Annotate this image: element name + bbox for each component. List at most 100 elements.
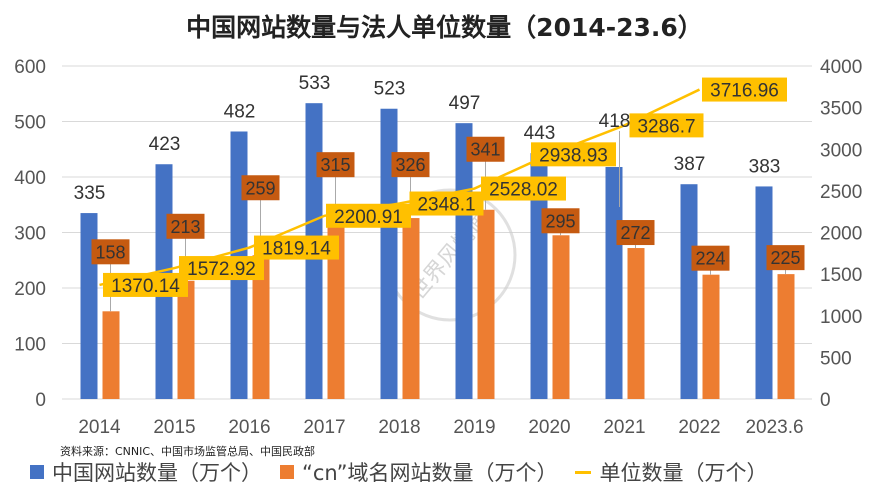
right-tick-label: 1000 (820, 307, 862, 328)
right-tick-label: 2500 (820, 182, 862, 203)
bar-websites (755, 186, 773, 399)
label-cn: 295 (545, 211, 575, 231)
label-bg (616, 220, 655, 246)
label-bg (91, 239, 130, 265)
right-tick-label: 500 (820, 348, 852, 369)
label-bg (326, 203, 411, 228)
label-websites: 383 (749, 156, 781, 177)
left-tick-label: 0 (35, 390, 46, 411)
label-units: 2938.93 (539, 145, 608, 166)
label-cn: 213 (170, 217, 200, 237)
x-tick-label: 2019 (453, 417, 495, 438)
x-tick-label: 2020 (528, 417, 570, 438)
label-cn: 326 (395, 155, 425, 175)
label-bg (166, 213, 205, 239)
legend-label: 中国网站数量（万个） (52, 461, 262, 485)
x-tick-label: 2017 (303, 417, 345, 438)
right-tick-label: 3000 (820, 140, 862, 161)
bar-cn (702, 274, 720, 399)
label-units: 2528.02 (489, 180, 558, 201)
label-websites: 482 (224, 101, 256, 122)
legend-swatch (30, 465, 44, 479)
label-bg (691, 245, 730, 271)
right-tick-label: 4000 (820, 57, 862, 78)
label-bg (241, 175, 280, 201)
bar-cn (102, 311, 120, 399)
bar-cn (177, 280, 195, 399)
legend-item-websites: 中国网站数量（万个） (30, 457, 262, 487)
label-cn: 225 (770, 248, 800, 268)
legend-item-units: 单位数量（万个） (575, 457, 767, 487)
bar-cn (477, 209, 495, 399)
label-bg (481, 176, 566, 201)
label-bg (531, 142, 616, 167)
label-bg (702, 77, 787, 102)
x-tick-label: 2016 (228, 417, 270, 438)
right-tick-label: 1500 (820, 265, 862, 286)
x-tick-label: 2022 (678, 417, 720, 438)
left-tick-label: 400 (14, 168, 46, 189)
label-units: 3716.96 (710, 81, 779, 102)
label-websites: 497 (449, 93, 481, 114)
label-bg (766, 245, 805, 271)
label-bg (316, 152, 355, 178)
bar-websites (380, 108, 398, 400)
label-bg (103, 272, 188, 297)
legend-label: “cn”域名网站数量（万个） (302, 461, 558, 485)
left-tick-label: 100 (14, 335, 46, 356)
bar-cn (627, 248, 645, 399)
label-websites: 523 (374, 79, 406, 100)
label-units: 3286.7 (637, 116, 695, 137)
label-units: 1370.14 (111, 276, 180, 297)
label-bg (179, 256, 264, 281)
label-cn: 341 (470, 140, 500, 160)
left-tick-label: 300 (14, 224, 46, 245)
label-units: 2348.1 (417, 195, 475, 216)
bar-cn (252, 255, 270, 399)
label-cn: 158 (95, 242, 125, 262)
bar-cn (552, 235, 570, 399)
label-cn: 315 (320, 155, 350, 175)
label-websites: 443 (524, 123, 556, 144)
chart-title: 中国网站数量与法人单位数量（2014-23.6） (186, 13, 703, 42)
label-bg (466, 136, 505, 162)
label-websites: 533 (299, 73, 331, 94)
label-websites: 335 (74, 183, 106, 204)
x-tick-label: 2023.6 (745, 417, 803, 438)
left-tick-label: 600 (14, 57, 46, 78)
x-tick-label: 2021 (603, 417, 645, 438)
bar-cn (777, 274, 795, 399)
label-cn: 259 (245, 178, 275, 198)
label-bg (409, 191, 484, 216)
left-tick-label: 500 (14, 113, 46, 134)
legend-label: 单位数量（万个） (599, 461, 768, 485)
legend: 中国网站数量（万个） “cn”域名网站数量（万个） 单位数量（万个） (30, 457, 767, 487)
bar-cn (402, 218, 420, 399)
source-note: 资料来源：CNNIC、中国市场监管总局、中国民政部 (60, 445, 316, 458)
label-cn: 224 (695, 249, 725, 269)
label-websites: 387 (674, 154, 706, 175)
label-bg (541, 208, 580, 234)
label-units: 1819.14 (262, 239, 331, 260)
right-tick-label: 3500 (820, 99, 862, 120)
bar-cn (327, 224, 345, 399)
label-bg (629, 113, 704, 138)
x-tick-label: 2018 (378, 417, 420, 438)
label-units: 1572.92 (187, 259, 256, 280)
legend-swatch (575, 470, 592, 474)
right-tick-label: 0 (820, 390, 831, 411)
bar-websites (680, 184, 698, 399)
label-bg (254, 235, 339, 260)
right-tick-label: 2000 (820, 224, 862, 245)
legend-swatch (280, 465, 294, 479)
label-bg (391, 152, 430, 178)
legend-item-cn: “cn”域名网站数量（万个） (280, 457, 557, 487)
x-tick-label: 2014 (78, 417, 121, 438)
bar-websites (455, 123, 473, 399)
label-websites: 423 (149, 134, 181, 155)
left-tick-label: 200 (14, 279, 46, 300)
x-tick-label: 2015 (153, 417, 195, 438)
label-websites: 418 (599, 111, 631, 132)
